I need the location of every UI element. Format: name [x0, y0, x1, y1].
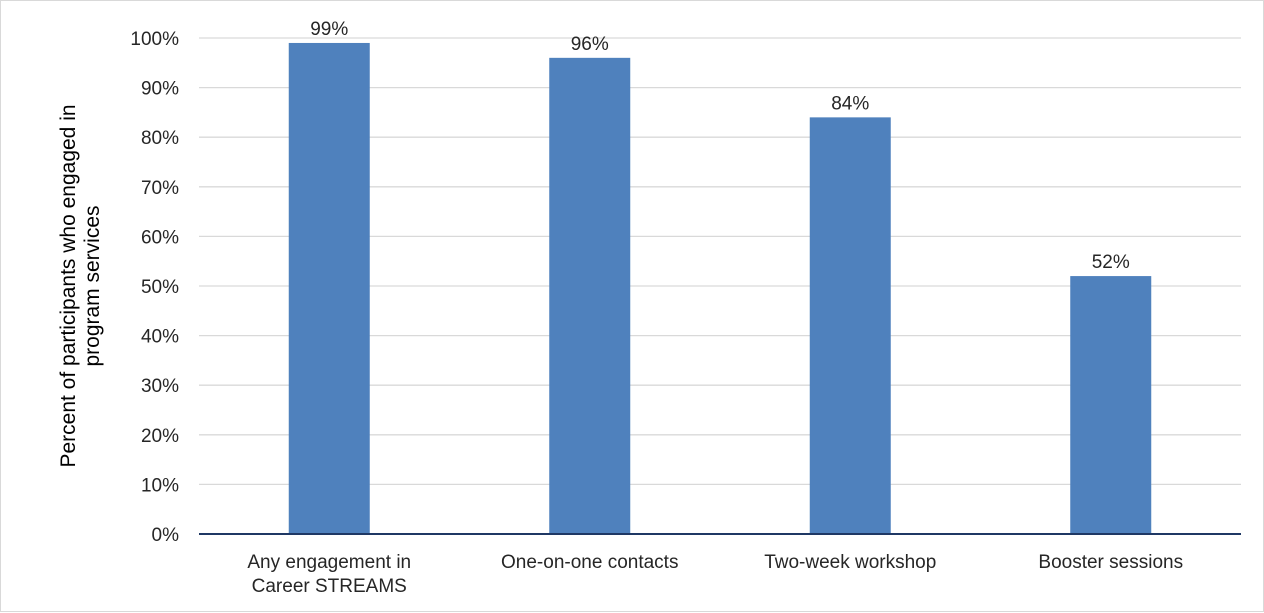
- y-tick-label: 90%: [141, 79, 179, 100]
- y-tick-label: 0%: [152, 525, 180, 546]
- x-category-label: One-on-one contacts: [501, 552, 678, 573]
- bar: [809, 117, 891, 535]
- data-label: 96%: [571, 34, 609, 55]
- x-category-label: Two-week workshop: [764, 552, 936, 573]
- y-tick-label: 70%: [141, 178, 179, 199]
- data-labels: 99% 96% 84% 52%: [310, 19, 1130, 273]
- y-tick-label: 50%: [141, 277, 179, 298]
- y-tick-label: 60%: [141, 227, 179, 248]
- y-tick-label: 10%: [141, 475, 179, 496]
- bar: [1070, 276, 1152, 534]
- x-category-label: Any engagement in Career STREAMS: [247, 552, 411, 597]
- y-tick-label: 20%: [141, 426, 179, 447]
- y-axis-ticks: 0% 10% 20% 30% 40% 50% 60% 70% 80% 90% 100%: [130, 29, 179, 546]
- data-label: 52%: [1092, 252, 1130, 273]
- x-category-label: Booster sessions: [1038, 552, 1183, 573]
- y-tick-label: 80%: [141, 128, 179, 149]
- data-label: 99%: [310, 19, 348, 40]
- y-tick-label: 40%: [141, 327, 179, 348]
- bars: [288, 42, 1152, 535]
- y-tick-label: 100%: [130, 29, 179, 50]
- y-axis-title: Percent of participants who engaged inpr…: [57, 104, 104, 467]
- x-axis-categories: Any engagement in Career STREAMS One-on-on…: [247, 552, 1183, 597]
- y-tick-label: 30%: [141, 376, 179, 397]
- data-label: 84%: [831, 93, 869, 114]
- bar: [288, 42, 370, 535]
- y-axis-title: Percent of participants who engaged inpr…: [57, 104, 104, 467]
- gridlines: [199, 37, 1241, 486]
- bar: [549, 57, 631, 535]
